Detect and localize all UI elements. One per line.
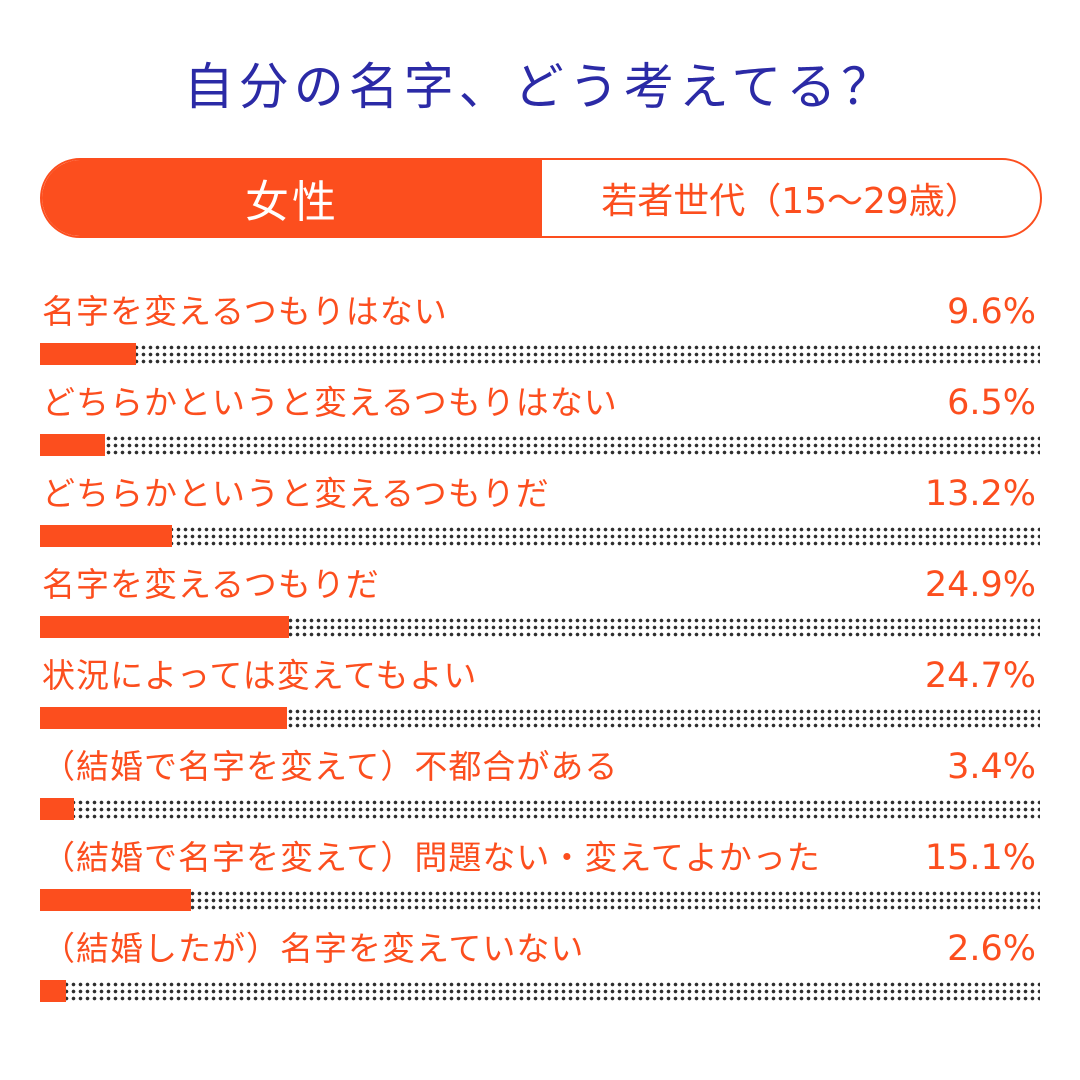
bar-row: どちらかというと変えるつもりだ 13.2% bbox=[40, 470, 1042, 550]
bar bbox=[40, 980, 66, 1002]
bar bbox=[40, 434, 105, 456]
bar-label: 名字を変えるつもりはない bbox=[42, 292, 448, 331]
bar-track bbox=[40, 707, 1040, 729]
bar-label: 状況によっては変えてもよい bbox=[42, 656, 478, 695]
bar-value-label: 2.6% bbox=[947, 929, 1036, 969]
bar-value-label: 9.6% bbox=[947, 292, 1036, 332]
bar-value-label: 3.4% bbox=[947, 747, 1036, 787]
bar-label: （結婚で名字を変えて）不都合がある bbox=[42, 747, 619, 786]
segment-pill: 女性 若者世代（15〜29歳） bbox=[40, 158, 1042, 238]
bar-value-label: 6.5% bbox=[947, 383, 1036, 423]
bar-label: 名字を変えるつもりだ bbox=[42, 565, 380, 604]
bar-value-label: 13.2% bbox=[924, 474, 1036, 514]
bar bbox=[40, 343, 136, 365]
bar bbox=[40, 889, 191, 911]
bar-track bbox=[40, 889, 1040, 911]
segment-gender: 女性 bbox=[42, 160, 542, 236]
bar-track bbox=[40, 616, 1040, 638]
bar-track bbox=[40, 525, 1040, 547]
bar-row: （結婚で名字を変えて）不都合がある 3.4% bbox=[40, 743, 1042, 823]
bar-row: 名字を変えるつもりはない 9.6% bbox=[40, 288, 1042, 368]
bar-track bbox=[40, 980, 1040, 1002]
bar-track bbox=[40, 798, 1040, 820]
bar-row: （結婚で名字を変えて）問題ない・変えてよかった 15.1% bbox=[40, 834, 1042, 914]
chart-title: 自分の名字、どう考えてる？ bbox=[183, 58, 897, 116]
bar-value-label: 15.1% bbox=[924, 838, 1036, 878]
bar-track bbox=[40, 343, 1040, 365]
bar-row: （結婚したが）名字を変えていない 2.6% bbox=[40, 925, 1042, 1005]
bar bbox=[40, 525, 172, 547]
bar-row: どちらかというと変えるつもりはない 6.5% bbox=[40, 379, 1042, 459]
bar-value-label: 24.7% bbox=[924, 656, 1036, 696]
bar-label: どちらかというと変えるつもりはない bbox=[42, 383, 618, 422]
bar bbox=[40, 707, 287, 729]
bar-row: 状況によっては変えてもよい 24.7% bbox=[40, 652, 1042, 732]
bar-label: （結婚で名字を変えて）問題ない・変えてよかった bbox=[42, 838, 821, 877]
bar-track bbox=[40, 434, 1040, 456]
bar bbox=[40, 798, 74, 820]
bar-label: どちらかというと変えるつもりだ bbox=[42, 474, 550, 513]
bar-label: （結婚したが）名字を変えていない bbox=[42, 929, 585, 968]
bar-value-label: 24.9% bbox=[924, 565, 1036, 605]
bar bbox=[40, 616, 289, 638]
bar-row: 名字を変えるつもりだ 24.9% bbox=[40, 561, 1042, 641]
segment-generation: 若者世代（15〜29歳） bbox=[601, 181, 981, 222]
